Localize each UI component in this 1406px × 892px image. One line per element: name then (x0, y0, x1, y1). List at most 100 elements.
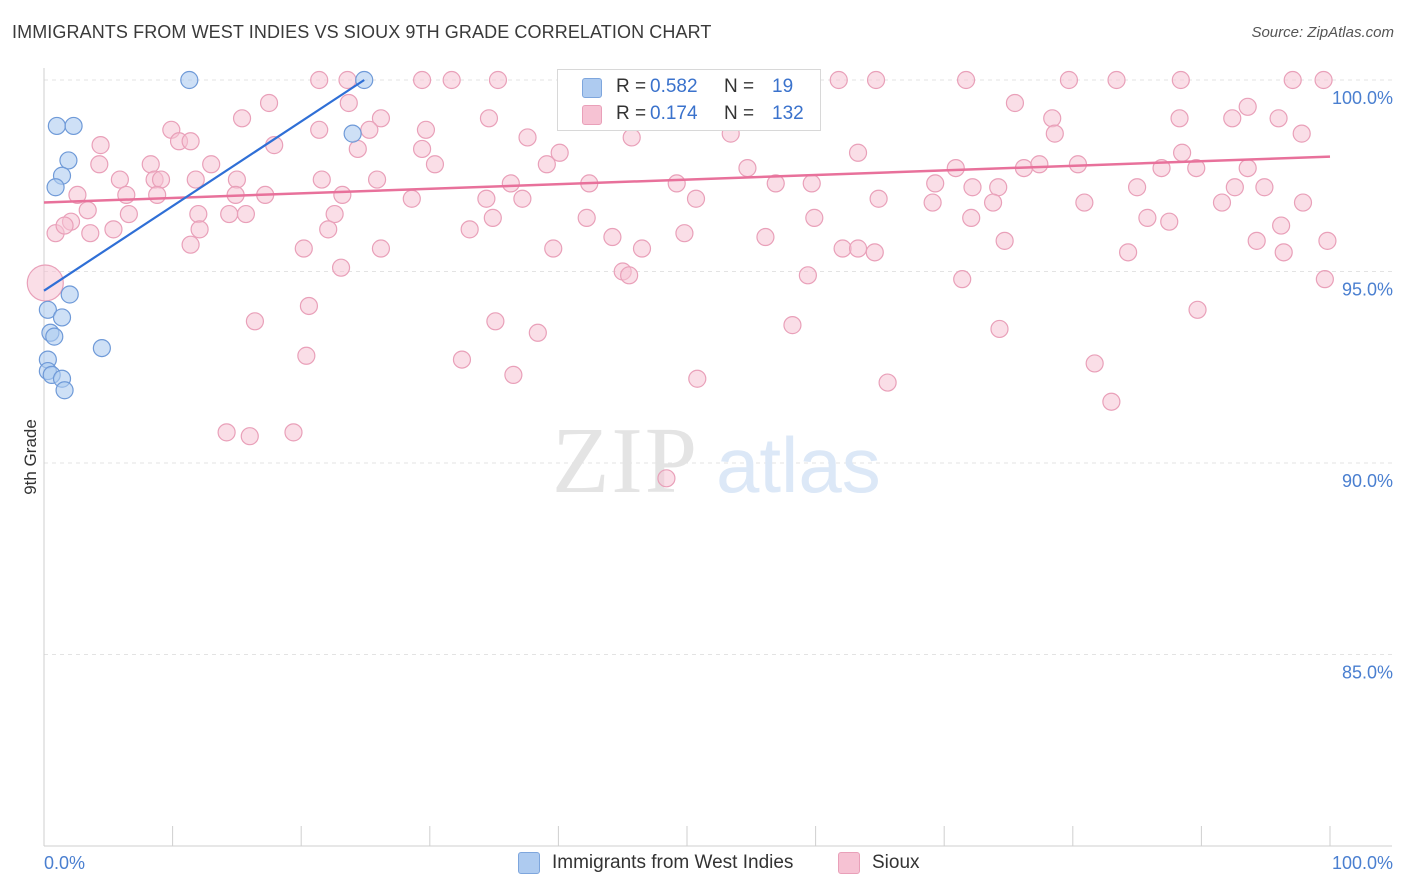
sioux-point (1118, 243, 1138, 262)
sioux-point (220, 204, 239, 224)
sioux-point (632, 239, 652, 258)
sioux-point (460, 220, 479, 239)
sioux-point (926, 174, 945, 193)
y-tick-label: 100.0% (1332, 88, 1393, 108)
sioux-point (1085, 354, 1104, 373)
sioux-point (110, 170, 129, 189)
sioux-point (245, 312, 265, 331)
sioux-point (1314, 70, 1333, 90)
sioux-point (1318, 231, 1337, 250)
sioux-point (1283, 70, 1302, 90)
sioux-point (339, 93, 358, 113)
sioux-point (1045, 124, 1064, 143)
legend-label-sioux: Sioux (872, 852, 920, 873)
legend-n-value: 132 (772, 103, 804, 124)
sioux-point (528, 323, 547, 342)
sioux-point (1292, 124, 1311, 143)
sioux-point (1043, 109, 1062, 128)
sioux-point (483, 208, 502, 227)
sioux-point (1269, 109, 1288, 128)
sioux-point (119, 204, 138, 224)
sioux-point (181, 132, 200, 151)
sioux-point (325, 204, 344, 224)
sioux-point (577, 208, 596, 227)
sioux-point (402, 189, 421, 208)
axes (43, 68, 1392, 847)
legend-n-label: N = (724, 76, 755, 97)
x-tick-label: 100.0% (1332, 853, 1393, 873)
sioux-point (240, 427, 259, 446)
stats-legend: R = 0.582 N = 19 R = 0.174 N = 132 (557, 69, 821, 131)
source-label: Source: ZipAtlas.com (1251, 24, 1394, 41)
sioux-point (360, 120, 379, 139)
sioux-point (371, 109, 391, 128)
west-indies-point (59, 151, 78, 170)
west-indies-point (343, 124, 362, 143)
sioux-point (738, 158, 757, 178)
sioux-point (26, 264, 64, 302)
sioux-point (513, 189, 532, 208)
sioux-point (956, 70, 976, 90)
sioux-points (26, 70, 1337, 488)
sioux-point (620, 266, 639, 285)
sioux-point (756, 227, 775, 247)
sioux-point (802, 174, 821, 193)
sioux-point (284, 423, 303, 442)
legend-swatch-pink (838, 852, 860, 874)
sioux-point (688, 369, 707, 388)
x-tick-labels: 0.0% 100.0% (44, 853, 1393, 873)
legend-r-label: R = (616, 76, 647, 97)
sioux-point (865, 243, 884, 262)
west-indies-trend-line (43, 79, 365, 292)
sioux-point (297, 346, 316, 365)
sioux-point (425, 155, 445, 174)
sioux-point (1212, 193, 1232, 212)
sioux-point (1171, 70, 1190, 90)
y-tick-labels: 85.0% 90.0% 95.0% 100.0% (1332, 88, 1393, 683)
sioux-point (878, 373, 897, 392)
sioux-point (675, 224, 694, 243)
watermark-atlas: atlas (716, 421, 881, 509)
sioux-point (299, 296, 319, 316)
west-indies-points (38, 70, 374, 400)
sioux-point (141, 155, 160, 174)
west-indies-point (60, 285, 79, 304)
legend-swatch-blue (518, 852, 540, 874)
west-indies-point (52, 308, 72, 327)
west-indies-point (47, 116, 66, 136)
sioux-point (963, 178, 982, 197)
sioux-point (452, 350, 472, 369)
west-indies-point (45, 327, 64, 346)
sioux-point (81, 224, 100, 243)
sioux-point (333, 185, 352, 204)
sioux-point (367, 170, 387, 189)
y-axis-label: 9th Grade (21, 419, 40, 495)
trend-lines (43, 79, 1331, 292)
sioux-point (518, 128, 537, 147)
watermark-zip: ZIP (552, 409, 699, 513)
sioux-point (416, 120, 436, 139)
grid-lines (44, 79, 1392, 655)
west-indies-point (55, 381, 74, 400)
sioux-point (1274, 243, 1293, 262)
legend-item-west-indies[interactable]: Immigrants from West Indies (518, 852, 793, 874)
sioux-point (869, 189, 888, 208)
sioux-point (1160, 212, 1179, 231)
sioux-point (504, 365, 523, 385)
sioux-point (657, 469, 676, 488)
sioux-point (1223, 109, 1242, 128)
sioux-point (1107, 70, 1126, 90)
sioux-point (310, 120, 329, 139)
legend-item-sioux[interactable]: Sioux (838, 852, 920, 874)
watermark: ZIP atlas (552, 409, 881, 513)
sioux-point (1127, 178, 1147, 197)
sioux-point (1272, 216, 1291, 235)
sioux-point (537, 155, 556, 174)
sioux-point (544, 239, 563, 258)
sioux-point (232, 109, 252, 128)
west-indies-point (46, 178, 65, 197)
sioux-point (1173, 143, 1192, 162)
legend-r-label: R = (616, 103, 647, 124)
sioux-point (259, 93, 279, 113)
sioux-point (962, 208, 981, 227)
